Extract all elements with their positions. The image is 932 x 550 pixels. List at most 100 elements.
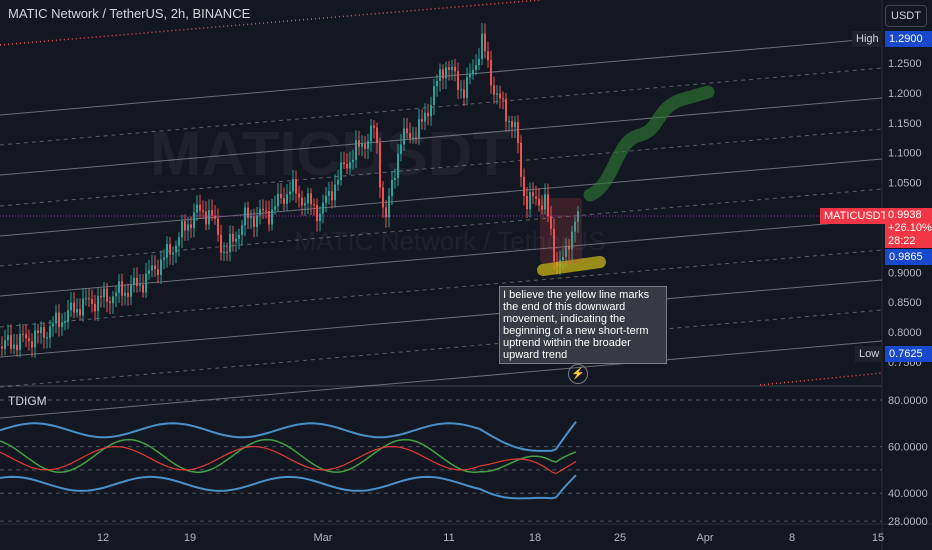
candle-body: [136, 277, 138, 286]
candle-body: [331, 191, 333, 201]
candle-body: [442, 69, 444, 79]
green-projection-path[interactable]: [583, 85, 715, 202]
candle-body: [367, 141, 369, 149]
candle-body: [322, 202, 324, 214]
candle-body: [274, 206, 276, 210]
candle-body: [550, 216, 552, 229]
candle-body: [505, 98, 507, 122]
annotation-note[interactable]: I believe the yellow line marks the end …: [499, 286, 667, 364]
candle-body: [520, 142, 522, 177]
candle-body: [541, 205, 543, 210]
candle-body: [499, 93, 501, 99]
price-tick-label: 0.9000: [888, 267, 922, 279]
candle-body: [169, 243, 171, 255]
candle-body: [148, 270, 150, 274]
candle-body: [343, 162, 345, 165]
candle-body: [91, 299, 93, 305]
chart-title[interactable]: MATIC Network / TetherUS, 2h, BINANCE: [8, 6, 251, 21]
candle-body: [73, 302, 75, 313]
candle-body: [493, 85, 495, 95]
candle-body: [475, 64, 477, 70]
candle-body: [217, 218, 219, 235]
candle-body: [406, 128, 408, 134]
price-tick-label: 0.8000: [888, 327, 922, 339]
candle-body: [127, 292, 129, 297]
candle-body: [205, 211, 207, 225]
time-tick-label: Mar: [314, 532, 333, 544]
trend-channel[interactable]: [0, 0, 883, 419]
candle-body: [376, 127, 378, 144]
last-price: 0.9938: [888, 209, 922, 221]
time-tick-label: 8: [789, 532, 795, 544]
candle-body: [523, 176, 525, 196]
candle-body: [97, 295, 99, 312]
candle-body: [448, 67, 450, 71]
candle-body: [547, 194, 549, 217]
candle-body: [544, 194, 546, 210]
candle-body: [457, 71, 459, 90]
indicator-pane[interactable]: [0, 399, 882, 522]
candle-body: [229, 233, 231, 252]
candle-body: [31, 341, 33, 348]
candle-body: [184, 221, 186, 231]
candle-body: [502, 98, 504, 100]
candle-body: [571, 231, 573, 250]
time-tick-label: Apr: [696, 532, 713, 544]
candle-body: [211, 210, 213, 216]
candle-body: [307, 193, 309, 204]
candle-body: [562, 256, 564, 260]
candle-body: [538, 198, 540, 206]
candle-body: [133, 277, 135, 285]
candle-body: [481, 33, 483, 59]
candle-body: [262, 208, 264, 211]
candle-body: [10, 335, 12, 349]
candle-body: [319, 213, 321, 222]
candle-body: [295, 179, 297, 194]
candle-body: [298, 193, 300, 198]
candle-body: [34, 330, 36, 348]
candle-body: [388, 195, 390, 218]
candle-body: [403, 128, 405, 145]
candle-body: [445, 67, 447, 79]
yellow-support-line[interactable]: [537, 256, 606, 276]
candle-body: [433, 86, 435, 105]
candle-body: [142, 284, 144, 293]
candle-body: [268, 210, 270, 225]
candle-body: [361, 143, 363, 147]
candle-body: [151, 265, 153, 271]
time-tick-label: 25: [614, 532, 626, 544]
candle-body: [340, 162, 342, 180]
candle-body: [382, 187, 384, 208]
candle-body: [391, 179, 393, 196]
flash-icon[interactable]: ⚡: [568, 364, 588, 384]
candle-body: [238, 234, 240, 239]
indicator-axis[interactable]: 80.0000 60.0000 40.0000 28.0000: [888, 395, 928, 528]
candle-body: [334, 184, 336, 201]
candle-body: [67, 310, 69, 322]
time-axis[interactable]: 12 19 Mar 11 18 25 Apr 8 15: [97, 532, 884, 544]
price-tick-label: 1.2000: [888, 88, 922, 100]
low-value: 0.7625: [885, 346, 932, 362]
candle-body: [283, 198, 285, 204]
channel-midline: [0, 188, 883, 267]
candle-body: [214, 215, 216, 219]
indicator-title[interactable]: TDIGM: [8, 394, 47, 408]
candle-body: [436, 80, 438, 87]
candle-body: [52, 323, 54, 327]
time-tick-label: 19: [184, 532, 196, 544]
candle-body: [394, 177, 396, 180]
candle-body: [259, 208, 261, 216]
indicator-upper-band: [0, 421, 577, 452]
candle-body: [61, 322, 63, 328]
candle-body: [265, 210, 267, 212]
candle-body: [364, 143, 366, 149]
currency-button[interactable]: USDT: [885, 5, 927, 27]
indicator-rsi-line: [0, 438, 577, 473]
candle-body: [235, 238, 237, 242]
candle-body: [292, 179, 294, 192]
candle-body: [163, 257, 165, 260]
price-tick-label: 1.1500: [888, 118, 922, 130]
red-highlight-box[interactable]: [540, 198, 582, 264]
candle-body: [532, 192, 534, 197]
